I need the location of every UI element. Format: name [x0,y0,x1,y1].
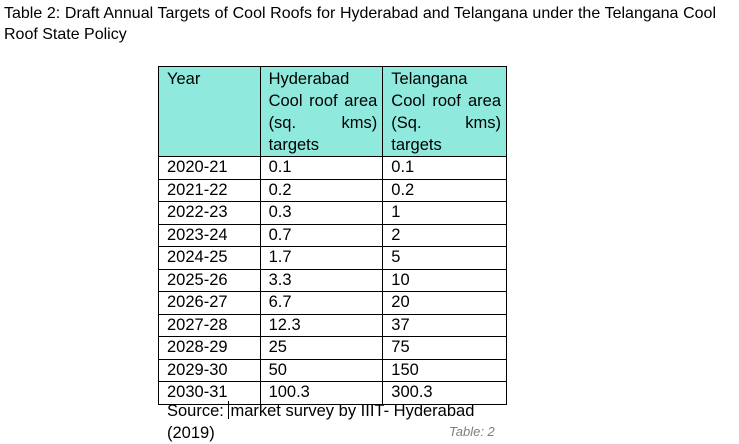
cell-telangana-target: 0.2 [382,178,507,202]
cell-year: 2025-26 [158,268,261,292]
cell-hyderabad-target: 25 [259,336,384,360]
table-header: Year Hyderabad Cool roof area (sq. kms) … [158,66,507,157]
cell-year: 2027-28 [158,313,261,337]
cell-telangana-target: 1 [382,201,507,225]
cell-year: 2024-25 [158,246,261,270]
cell-hyderabad-target: 0.2 [259,178,384,202]
cell-hyderabad-target: 50 [259,358,384,382]
table-row: 2030-31 100.3 300.3 [158,381,507,405]
cell-year: 2021-22 [158,178,261,202]
cell-telangana-target: 37 [382,313,507,337]
table-body: 2020-21 0.1 0.1 2021-22 0.2 0.2 2022-23 0.3 1 202… [158,156,507,405]
cell-telangana-target: 0.1 [382,156,507,180]
cell-telangana-target: 2 [382,223,507,247]
column-header-hyderabad: Hyderabad Cool roof area (sq. kms) targe… [259,66,384,157]
table-row: 2025-26 3.3 10 [158,268,507,292]
table-caption: Table 2: Draft Annual Targets of Cool Ro… [4,5,716,43]
table-row: 2029-30 50 150 [158,358,507,382]
cell-hyderabad-target: 1.7 [259,246,384,270]
cool-roof-targets-table: Year Hyderabad Cool roof area (sq. kms) … [158,66,507,405]
cell-telangana-target: 20 [382,291,507,315]
table-row: 2022-23 0.3 1 [158,201,507,225]
table-row: 2024-25 1.7 5 [158,246,507,270]
cell-hyderabad-target: 0.7 [259,223,384,247]
cell-telangana-target: 75 [382,336,507,360]
cell-year: 2026-27 [158,291,261,315]
source-text: market survey by IIIT- Hyderabad (2019) [167,402,475,442]
cell-year: 2023-24 [158,223,261,247]
table-row: 2020-21 0.1 0.1 [158,156,507,180]
cell-telangana-target: 150 [382,358,507,382]
cell-telangana-target: 300.3 [382,381,507,405]
table-row: 2023-24 0.7 2 [158,223,507,247]
text-cursor [228,401,230,419]
cell-hyderabad-target: 3.3 [259,268,384,292]
cell-telangana-target: 10 [382,268,507,292]
cell-hyderabad-target: 12.3 [259,313,384,337]
table-label: Table: 2 [449,424,495,439]
cell-year: 2029-30 [158,358,261,382]
table-row: 2026-27 6.7 20 [158,291,507,315]
column-header-year: Year [158,66,261,157]
cell-hyderabad-target: 100.3 [259,381,384,405]
cell-hyderabad-target: 6.7 [259,291,384,315]
cell-year: 2028-29 [158,336,261,360]
cell-hyderabad-target: 0.1 [259,156,384,180]
table-header-row: Year Hyderabad Cool roof area (sq. kms) … [158,66,507,157]
table-row: 2027-28 12.3 37 [158,313,507,337]
table-row: 2028-29 25 75 [158,336,507,360]
table-row: 2021-22 0.2 0.2 [158,178,507,202]
source-note: Source: market survey by IIIT- Hyderabad… [167,400,507,444]
cell-telangana-target: 5 [382,246,507,270]
cell-year: 2030-31 [158,381,261,405]
column-header-telangana: Telangana Cool roof area (Sq. kms) targe… [382,66,507,157]
cell-year: 2022-23 [158,201,261,225]
source-prefix: Source: [167,402,229,420]
cell-year: 2020-21 [158,156,261,180]
cell-hyderabad-target: 0.3 [259,201,384,225]
